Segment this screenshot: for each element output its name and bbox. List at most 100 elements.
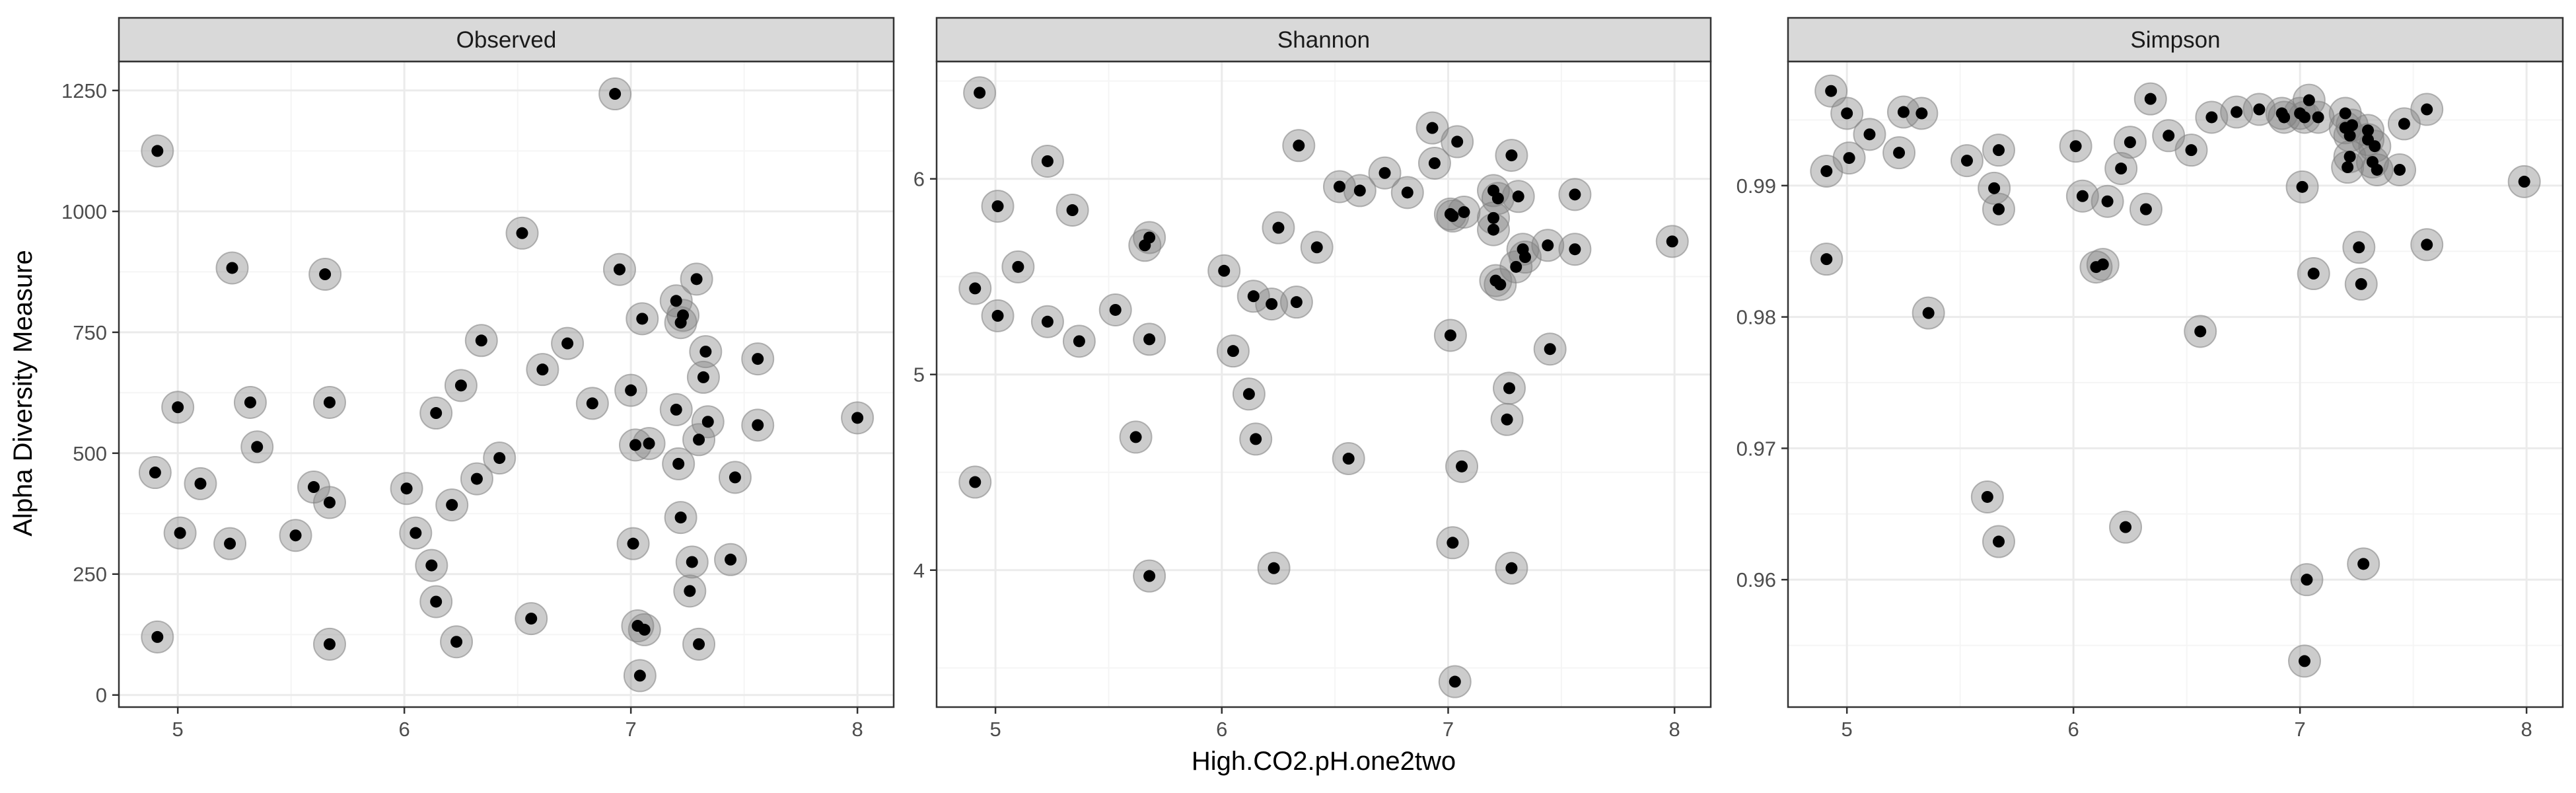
- data-point: [1012, 260, 1024, 273]
- data-point: [1447, 209, 1459, 222]
- data-point: [636, 313, 649, 325]
- data-point: [1841, 107, 1853, 120]
- data-point: [151, 630, 164, 643]
- data-point: [2299, 655, 2310, 667]
- data-point: [226, 262, 238, 274]
- data-point: [2398, 118, 2410, 130]
- data-point: [1041, 315, 1054, 328]
- data-point: [1992, 144, 2005, 157]
- data-point: [470, 472, 483, 485]
- data-point: [991, 200, 1004, 213]
- x-tick-label: 6: [399, 718, 410, 741]
- x-tick-label: 8: [2521, 718, 2532, 741]
- data-point: [194, 477, 207, 490]
- data-point: [2299, 111, 2310, 124]
- data-point: [1109, 303, 1122, 316]
- data-point: [1494, 278, 1507, 291]
- data-point: [2096, 258, 2109, 271]
- facet-strip: [1787, 17, 2564, 63]
- data-point: [2343, 130, 2356, 142]
- data-point: [2339, 107, 2351, 120]
- data-point: [670, 295, 682, 307]
- data-point: [151, 145, 164, 157]
- data-point: [625, 384, 637, 397]
- data-point: [1451, 135, 1464, 148]
- data-point: [1242, 388, 1255, 400]
- facet-strip-label: Shannon: [1277, 27, 1370, 53]
- facet-strip-label: Observed: [456, 27, 557, 53]
- data-point: [1428, 157, 1441, 169]
- data-point: [752, 353, 764, 365]
- data-point: [2343, 151, 2356, 163]
- data-point: [2369, 140, 2381, 153]
- y-tick-label: 1250: [61, 79, 107, 102]
- data-point: [2342, 161, 2354, 174]
- y-tick-label: 0: [96, 684, 107, 707]
- data-point: [729, 471, 741, 484]
- data-point: [1897, 106, 1910, 118]
- data-point: [1893, 147, 1906, 159]
- data-point: [699, 346, 712, 358]
- data-point: [1820, 253, 1833, 266]
- data-point: [1569, 188, 1581, 201]
- data-point: [2421, 239, 2433, 251]
- y-axis-label: Alpha Diversity Measure: [9, 250, 38, 537]
- data-point: [1503, 382, 1516, 395]
- data-point: [323, 496, 336, 509]
- panel-background: [937, 61, 1711, 707]
- data-point: [174, 527, 186, 539]
- data-point: [1512, 190, 1524, 203]
- y-tick-label: 0.99: [1736, 174, 1776, 198]
- data-point: [410, 527, 422, 539]
- data-point: [2303, 94, 2315, 106]
- data-point: [525, 613, 538, 625]
- data-point: [672, 457, 685, 470]
- data-point: [1218, 264, 1231, 277]
- data-point: [1290, 296, 1303, 309]
- data-point: [677, 309, 690, 322]
- x-tick-label: 8: [1669, 718, 1680, 741]
- facet-strip: [935, 17, 1712, 63]
- data-point: [2394, 163, 2406, 176]
- data-point: [2355, 278, 2367, 290]
- facet-strip: [118, 17, 895, 63]
- data-point: [2163, 130, 2175, 142]
- data-point: [1487, 211, 1500, 224]
- x-tick-label: 6: [2068, 718, 2079, 741]
- y-tick-label: 0.96: [1736, 568, 1776, 591]
- data-point: [323, 396, 336, 408]
- data-point: [2231, 106, 2243, 118]
- data-point: [725, 553, 737, 566]
- data-point: [1293, 139, 1305, 152]
- facet-panels: Observed 0 250 500 750 1000 1250 5 6 7 8 Shannon 4 5 6…: [61, 17, 2564, 741]
- data-point: [586, 397, 598, 410]
- data-point: [323, 638, 336, 650]
- data-point: [629, 439, 641, 451]
- data-point: [400, 482, 413, 495]
- data-point: [1426, 122, 1439, 134]
- data-point: [2069, 140, 2082, 153]
- data-point: [430, 595, 443, 608]
- data-point: [2362, 124, 2375, 137]
- data-point: [686, 556, 698, 568]
- y-tick-label: 0.98: [1736, 306, 1776, 329]
- data-point: [1310, 241, 1323, 254]
- data-point: [1066, 204, 1079, 217]
- data-point: [2296, 180, 2308, 193]
- y-tick-label: 250: [73, 563, 107, 586]
- data-point: [1988, 182, 2001, 194]
- data-point: [1444, 329, 1456, 342]
- panel-background: [1788, 61, 2563, 707]
- data-point: [1041, 155, 1054, 167]
- data-point: [701, 416, 714, 428]
- data-point: [2278, 111, 2291, 124]
- x-tick-label: 5: [1842, 718, 1853, 741]
- data-point: [172, 401, 184, 414]
- data-point: [2101, 195, 2114, 208]
- panel-shannon: Shannon 4 5 6 5 6 7 8: [913, 17, 1712, 741]
- data-point: [974, 87, 986, 99]
- data-point: [289, 529, 302, 542]
- data-point: [2357, 558, 2370, 570]
- data-point: [2205, 111, 2218, 124]
- data-point: [1666, 235, 1678, 248]
